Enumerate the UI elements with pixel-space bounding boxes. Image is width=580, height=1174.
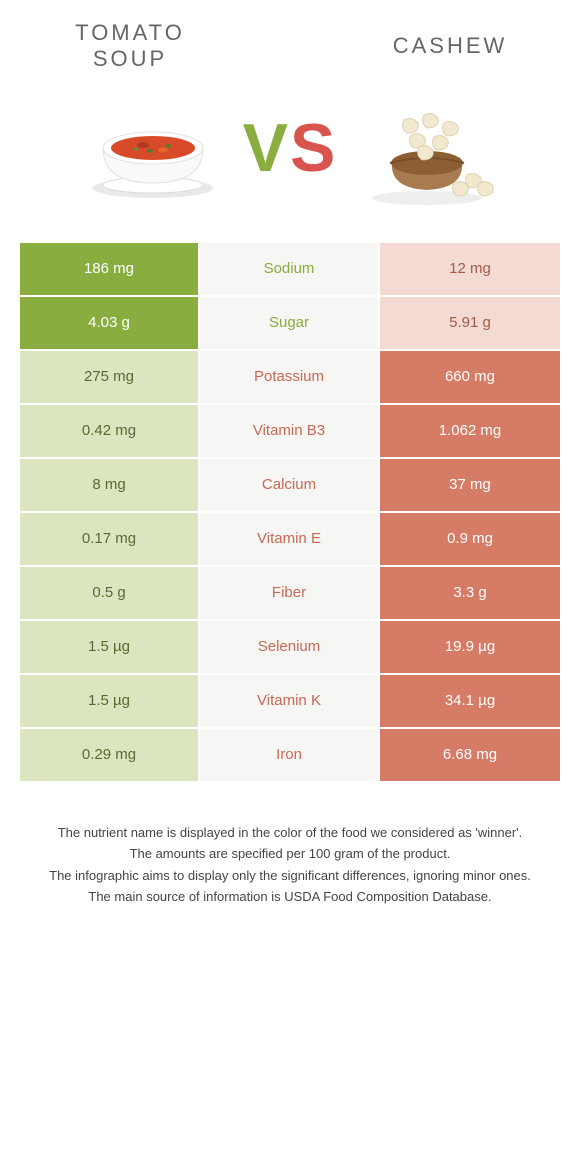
- nutrient-label: Potassium: [200, 351, 380, 405]
- nutrient-label: Iron: [200, 729, 380, 783]
- comparison-row: 0.5 gFiber3.3 g: [20, 567, 560, 621]
- comparison-row: 0.42 mgVitamin B31.062 mg: [20, 405, 560, 459]
- vs-label: VS: [243, 109, 338, 187]
- nutrient-label: Sodium: [200, 243, 380, 297]
- vs-v: V: [243, 110, 290, 186]
- value-right: 19.9 µg: [380, 621, 560, 675]
- nutrient-label: Vitamin B3: [200, 405, 380, 459]
- comparison-row: 275 mgPotassium660 mg: [20, 351, 560, 405]
- footer-line: The nutrient name is displayed in the co…: [30, 823, 550, 843]
- vs-row: VS: [0, 73, 580, 243]
- comparison-row: 0.17 mgVitamin E0.9 mg: [20, 513, 560, 567]
- value-left: 4.03 g: [20, 297, 200, 351]
- title-right: CASHEW: [340, 33, 560, 59]
- comparison-row: 186 mgSodium12 mg: [20, 243, 560, 297]
- value-right: 37 mg: [380, 459, 560, 513]
- footer-line: The main source of information is USDA F…: [30, 887, 550, 907]
- value-left: 275 mg: [20, 351, 200, 405]
- value-right: 6.68 mg: [380, 729, 560, 783]
- value-left: 0.42 mg: [20, 405, 200, 459]
- value-left: 1.5 µg: [20, 675, 200, 729]
- comparison-row: 0.29 mgIron6.68 mg: [20, 729, 560, 783]
- nutrient-label: Selenium: [200, 621, 380, 675]
- nutrient-label: Sugar: [200, 297, 380, 351]
- header-titles: TOMATO SOUP CASHEW: [0, 0, 580, 73]
- value-left: 1.5 µg: [20, 621, 200, 675]
- value-right: 660 mg: [380, 351, 560, 405]
- value-right: 34.1 µg: [380, 675, 560, 729]
- value-left: 0.5 g: [20, 567, 200, 621]
- footer-line: The amounts are specified per 100 gram o…: [30, 844, 550, 864]
- nutrient-label: Vitamin K: [200, 675, 380, 729]
- nutrient-label: Vitamin E: [200, 513, 380, 567]
- value-right: 1.062 mg: [380, 405, 560, 459]
- cashew-image: [347, 83, 507, 213]
- value-left: 0.29 mg: [20, 729, 200, 783]
- value-left: 8 mg: [20, 459, 200, 513]
- value-right: 5.91 g: [380, 297, 560, 351]
- comparison-row: 1.5 µgSelenium19.9 µg: [20, 621, 560, 675]
- vs-s: S: [290, 110, 337, 186]
- nutrient-label: Calcium: [200, 459, 380, 513]
- comparison-row: 1.5 µgVitamin K34.1 µg: [20, 675, 560, 729]
- nutrient-label: Fiber: [200, 567, 380, 621]
- value-right: 0.9 mg: [380, 513, 560, 567]
- value-right: 3.3 g: [380, 567, 560, 621]
- value-right: 12 mg: [380, 243, 560, 297]
- comparison-row: 4.03 gSugar5.91 g: [20, 297, 560, 351]
- value-left: 0.17 mg: [20, 513, 200, 567]
- value-left: 186 mg: [20, 243, 200, 297]
- title-left: TOMATO SOUP: [20, 20, 240, 73]
- comparison-row: 8 mgCalcium37 mg: [20, 459, 560, 513]
- footer-notes: The nutrient name is displayed in the co…: [0, 783, 580, 907]
- footer-line: The infographic aims to display only the…: [30, 866, 550, 886]
- tomato-soup-image: [73, 83, 233, 213]
- comparison-table: 186 mgSodium12 mg4.03 gSugar5.91 g275 mg…: [20, 243, 560, 783]
